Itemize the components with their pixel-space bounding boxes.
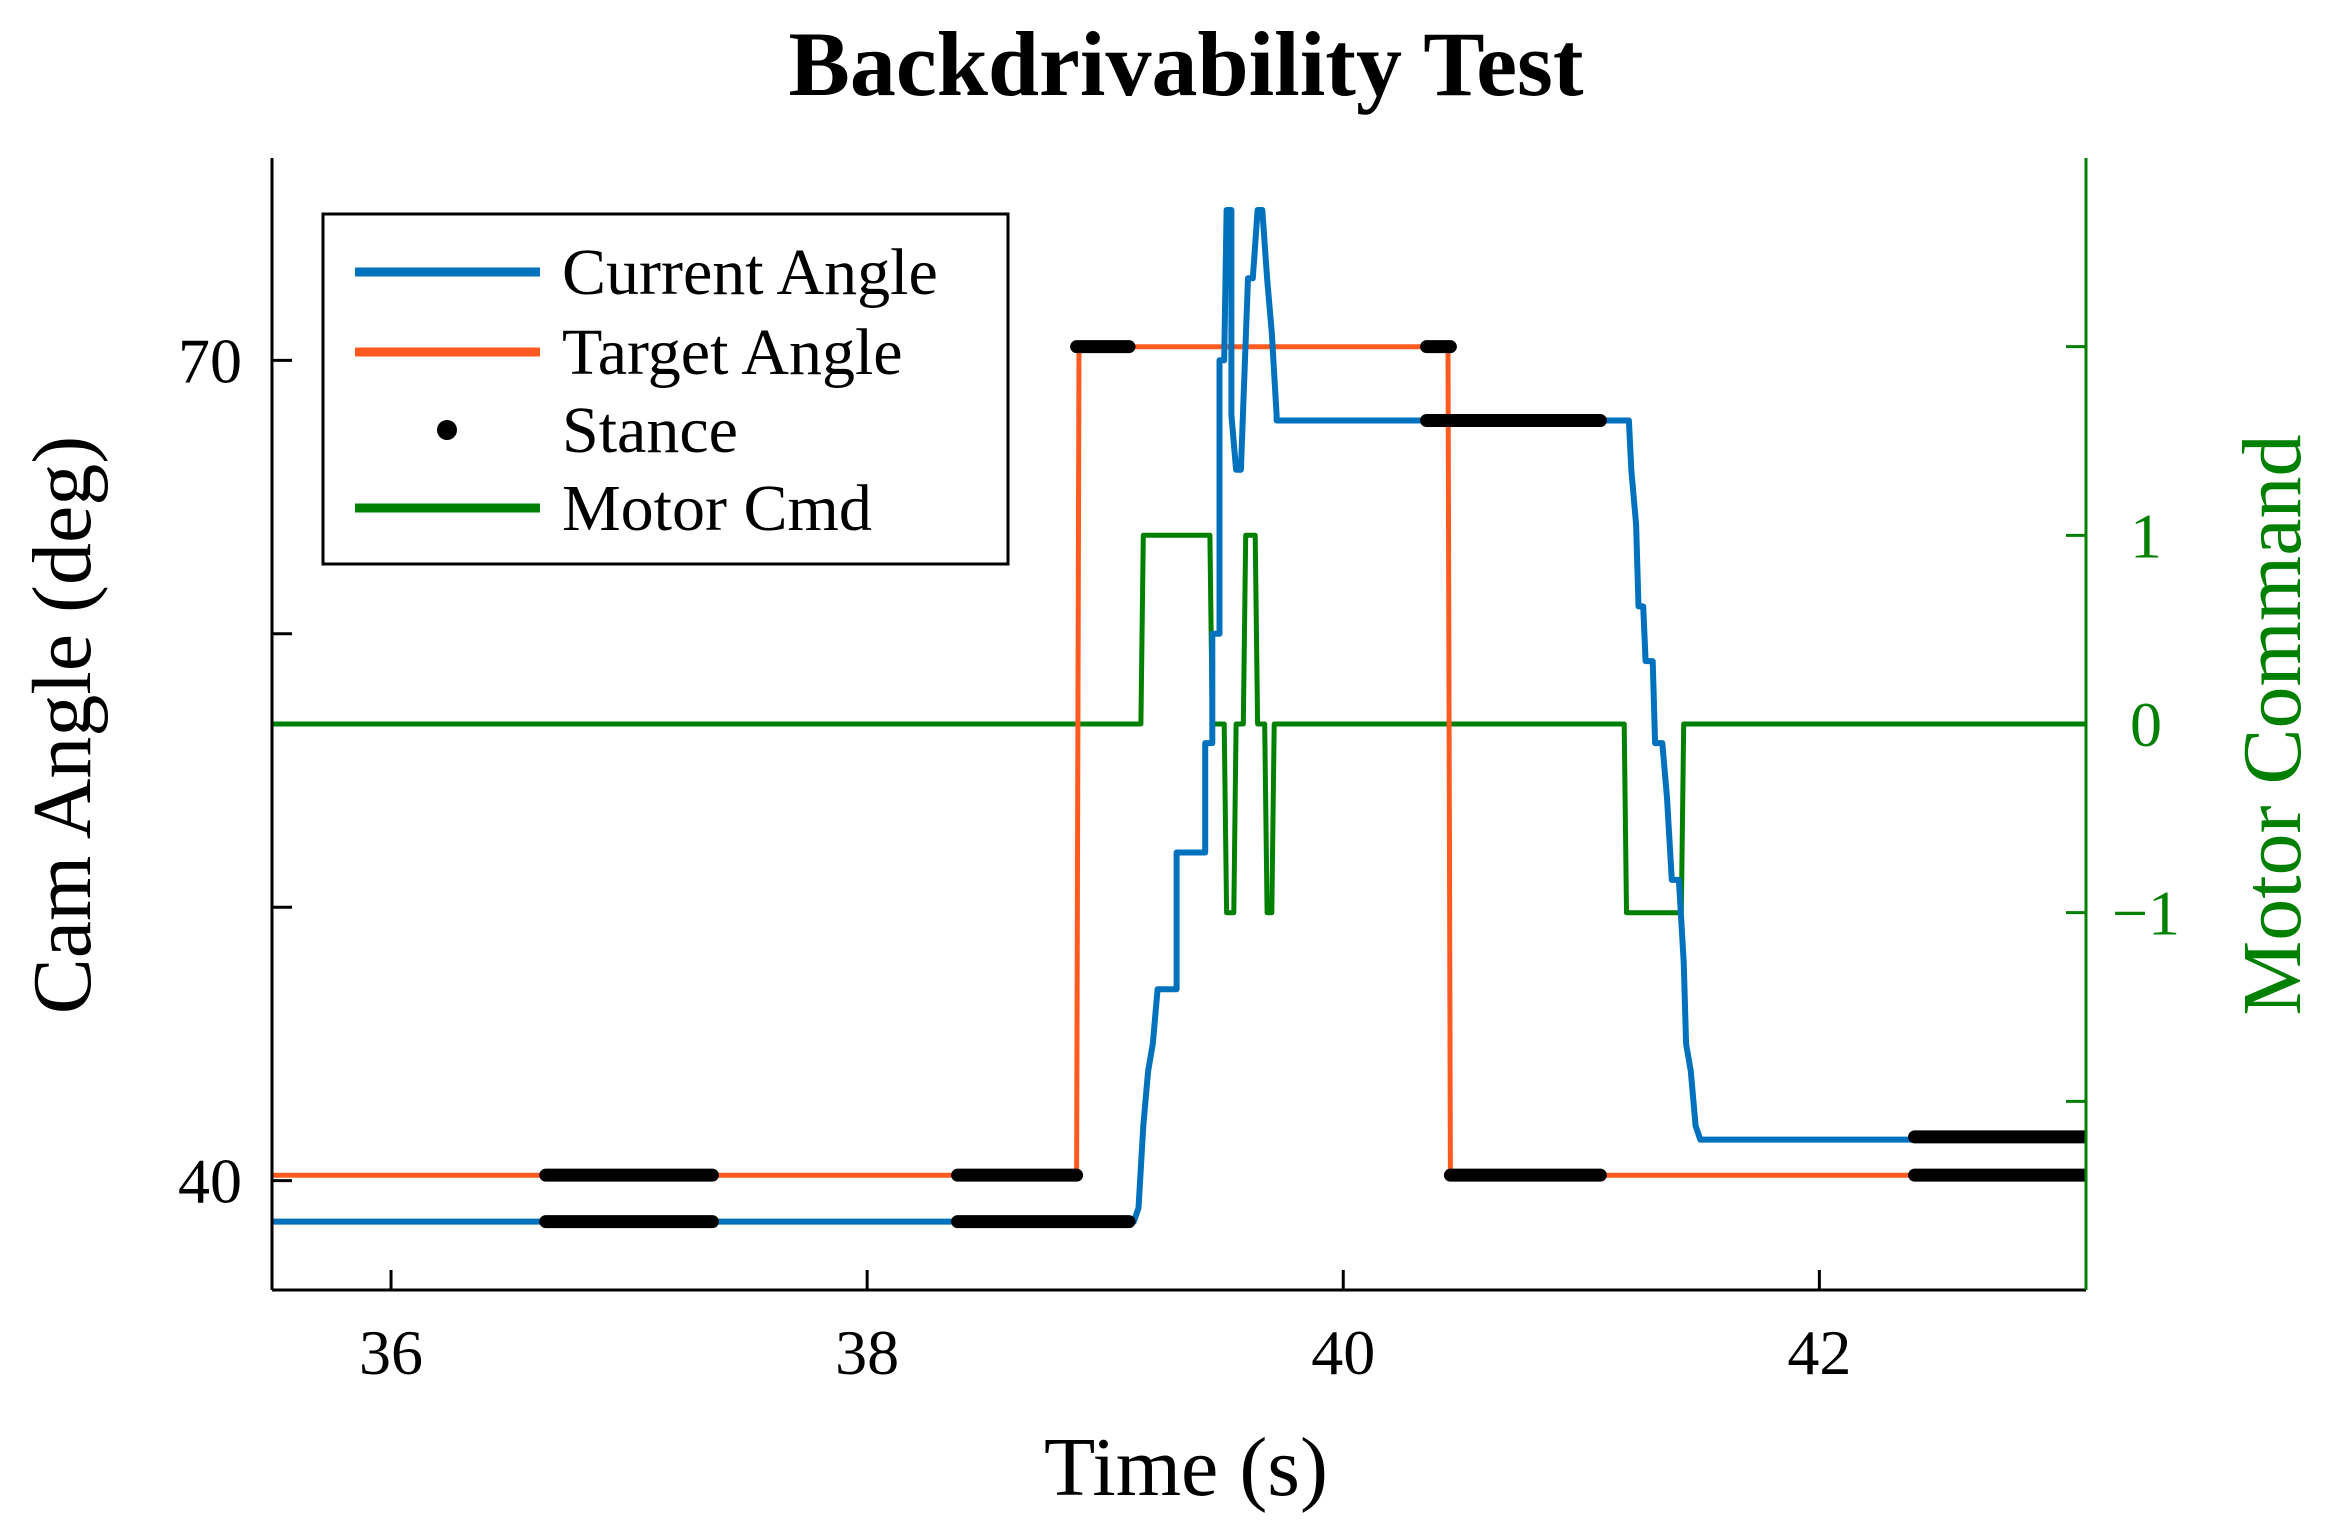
y-right-tick-label-1: 1 [2130,500,2162,571]
y-tick-label-70: 70 [178,325,242,396]
plot-series-group [272,207,2086,1229]
x-tick-label-42: 42 [1787,1317,1851,1388]
y-tick-label-40: 40 [178,1146,242,1217]
series-line-current-angle [272,207,2086,1225]
chart-title: Backdrivability Test [789,13,1584,115]
x-tick-label-40: 40 [1311,1317,1375,1388]
legend-label-stance: Stance [562,394,738,467]
legend-label-current-angle: Current Angle [562,236,938,309]
x-axis-label: Time (s) [1044,1421,1328,1514]
x-tick-label-38: 38 [835,1317,899,1388]
legend-label-target-angle: Target Angle [562,316,903,389]
legend-swatch-stance [437,420,457,440]
legend: Current Angle Target Angle Stance Motor … [321,212,1010,566]
y-right-axis-label: Motor Command [2226,435,2319,1016]
y-right-tick-label--1: −1 [2112,878,2180,949]
y-axis-label: Cam Angle (deg) [16,436,109,1015]
y-right-tick-label-0: 0 [2130,689,2162,760]
series-line-motor-cmd [272,532,2086,916]
x-tick-label-36: 36 [359,1317,423,1388]
legend-label-motor-cmd: Motor Cmd [562,472,872,545]
